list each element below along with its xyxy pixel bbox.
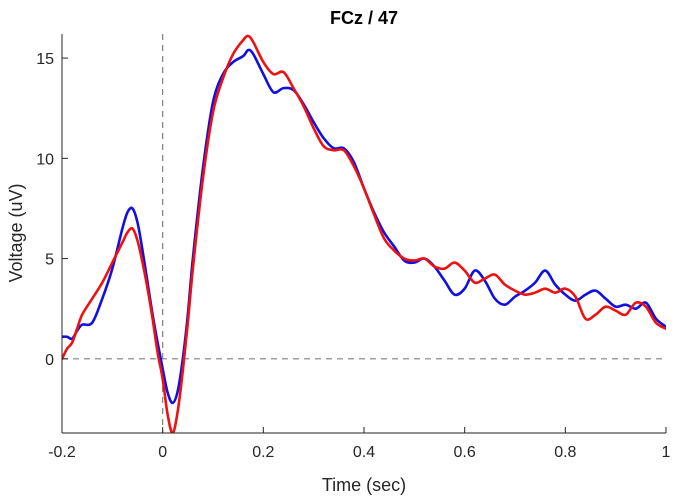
x-tick-label: 0 xyxy=(158,444,167,461)
x-tick-label: -0.2 xyxy=(48,444,76,461)
x-tick-label: 0.2 xyxy=(252,444,274,461)
y-tick-label: 5 xyxy=(45,252,54,269)
chart-title: FCz / 47 xyxy=(330,8,398,28)
y-axis-title: Voltage (uV) xyxy=(6,183,26,282)
x-axis-title: Time (sec) xyxy=(322,475,406,495)
y-tick-label: 10 xyxy=(36,151,54,168)
red-series-line xyxy=(62,34,666,433)
y-tick-label: 0 xyxy=(45,352,54,369)
x-tick-label: 0.6 xyxy=(454,444,476,461)
plot-area xyxy=(62,34,666,433)
x-tick-label: 0.8 xyxy=(554,444,576,461)
x-tick-label: 0.4 xyxy=(353,444,375,461)
y-tick-label: 15 xyxy=(36,51,54,68)
blue-series-line xyxy=(62,48,666,405)
x-tick-label: 1 xyxy=(662,444,671,461)
series-group xyxy=(62,34,666,433)
